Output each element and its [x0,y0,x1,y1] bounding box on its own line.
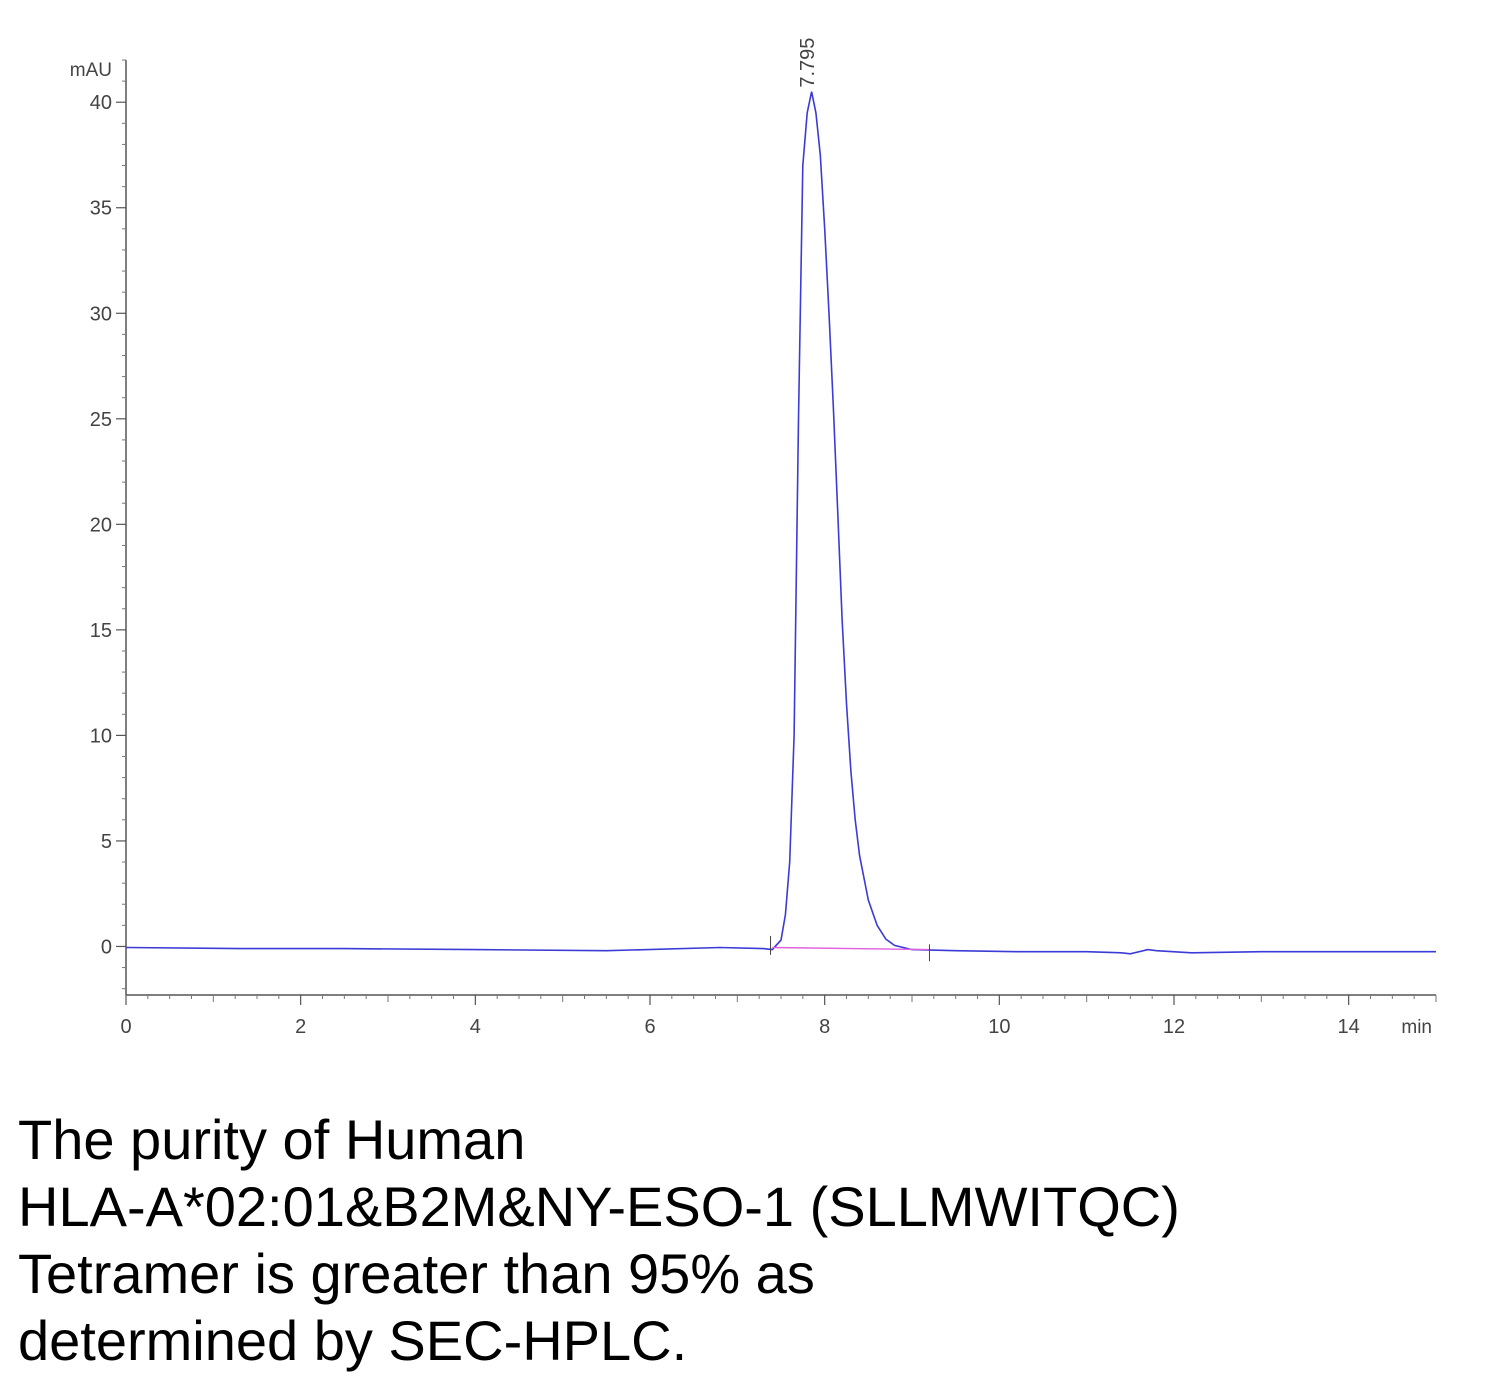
caption-line-4: determined by SEC-HPLC. [18,1309,688,1372]
x-tick-label: 14 [1338,1016,1360,1038]
x-tick-label: 12 [1163,1016,1185,1038]
y-tick-label: 40 [90,92,112,114]
y-tick-label: 25 [90,409,112,431]
baseline-trace [772,946,930,951]
caption-line-2: HLA-A*02:01&B2M&NY-ESO-1 (SLLMWITQC) [18,1175,1180,1238]
y-tick-label: 0 [101,936,112,958]
x-tick-label: 6 [644,1016,655,1038]
x-tick-label: 0 [120,1016,131,1038]
y-tick-label: 10 [90,725,112,747]
signal-trace [125,91,1436,955]
y-tick-label: 35 [90,198,112,220]
y-tick-label: 5 [101,831,112,853]
y-axis-label: mAU [70,60,112,81]
x-axis-label: min [1401,1017,1432,1038]
peak-retention-label: 7.795 [797,38,819,88]
y-tick-label: 15 [90,620,112,642]
y-tick-label: 30 [90,303,112,325]
caption-line-3: Tetramer is greater than 95% as [18,1242,815,1305]
chromatogram-chart: 0 5 10 15 20 25 30 35 40 mAU 0 2 4 6 8 10 12 14 min 7.795 [70,38,1437,1038]
x-tick-label: 4 [470,1016,481,1038]
caption: The purity of Human HLA-A*02:01&B2M&NY-E… [18,1106,1488,1374]
x-tick-label: 2 [295,1016,306,1038]
x-tick-label: 8 [819,1016,830,1038]
y-tick-label: 20 [90,514,112,536]
caption-line-1: The purity of Human [18,1108,526,1171]
x-tick-label: 10 [988,1016,1010,1038]
